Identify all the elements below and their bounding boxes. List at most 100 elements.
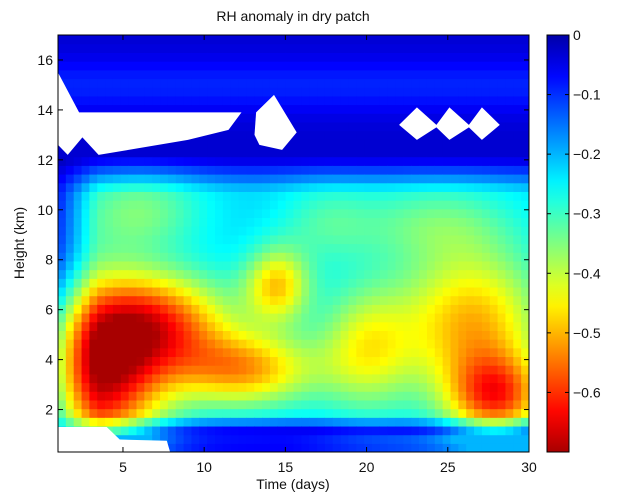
- heatmap-cell: [356, 217, 365, 227]
- heatmap-cell: [340, 425, 350, 436]
- heatmap-cell: [497, 130, 507, 140]
- heatmap-cell: [191, 330, 200, 340]
- heatmap-cell: [152, 399, 161, 410]
- heatmap-cell: [167, 252, 177, 262]
- heatmap-cell: [481, 304, 491, 314]
- heatmap-cell: [395, 104, 404, 114]
- heatmap-cell: [277, 313, 287, 323]
- heatmap-cell: [403, 165, 412, 175]
- heatmap-cell: [419, 425, 428, 436]
- heatmap-cell: [238, 165, 247, 175]
- heatmap-cell: [191, 425, 200, 436]
- heatmap-cell: [411, 174, 420, 184]
- heatmap-cell: [254, 391, 263, 401]
- heatmap-cell: [505, 174, 514, 184]
- heatmap-cell: [505, 87, 514, 97]
- heatmap-cell: [419, 286, 428, 297]
- heatmap-cell: [175, 69, 185, 80]
- heatmap-cell: [254, 434, 263, 444]
- heatmap-cell: [481, 156, 491, 166]
- heatmap-cell: [395, 182, 404, 192]
- heatmap-cell: [301, 365, 310, 375]
- heatmap-cell: [238, 391, 247, 401]
- heatmap-cell: [65, 252, 75, 262]
- heatmap-cell: [513, 313, 522, 323]
- heatmap-cell: [332, 382, 342, 392]
- heatmap-cell: [191, 234, 200, 245]
- heatmap-cell: [434, 286, 444, 297]
- heatmap-cell: [238, 295, 247, 305]
- heatmap-cell: [340, 174, 350, 184]
- heatmap-cell: [387, 347, 397, 358]
- heatmap-cell: [285, 373, 295, 384]
- heatmap-cell: [356, 200, 365, 210]
- heatmap-cell: [521, 208, 529, 219]
- heatmap-cell: [246, 87, 255, 97]
- heatmap-cell: [128, 339, 138, 349]
- heatmap-cell: [395, 147, 404, 158]
- heatmap-cell: [521, 321, 529, 331]
- heatmap-cell: [474, 269, 483, 279]
- heatmap-cell: [348, 52, 357, 62]
- heatmap-cell: [175, 417, 185, 427]
- heatmap-cell: [175, 339, 185, 349]
- heatmap-cell: [481, 321, 491, 331]
- heatmap-cell: [262, 52, 271, 62]
- heatmap-cell: [411, 252, 420, 262]
- heatmap-cell: [167, 139, 177, 149]
- heatmap-cell: [301, 330, 310, 340]
- heatmap-cell: [521, 95, 529, 106]
- heatmap-cell: [105, 408, 114, 418]
- heatmap-cell: [128, 147, 138, 158]
- heatmap-cell: [403, 295, 412, 305]
- heatmap-cell: [403, 339, 412, 349]
- heatmap-cell: [379, 35, 389, 45]
- heatmap-cell: [222, 391, 232, 401]
- heatmap-cell: [175, 399, 185, 410]
- heatmap-cell: [246, 399, 255, 410]
- heatmap-cell: [112, 373, 122, 384]
- heatmap-cell: [395, 226, 404, 236]
- heatmap-cell: [395, 365, 404, 375]
- heatmap-cell: [238, 313, 247, 323]
- heatmap-cell: [112, 399, 122, 410]
- heatmap-cell: [199, 52, 208, 62]
- heatmap-cell: [128, 61, 138, 71]
- heatmap-cell: [230, 234, 240, 245]
- heatmap-cell: [458, 399, 467, 410]
- heatmap-cell: [324, 200, 334, 210]
- heatmap-cell: [474, 43, 483, 53]
- heatmap-cell: [419, 226, 428, 236]
- heatmap-cell: [136, 191, 145, 201]
- heatmap-cell: [269, 165, 279, 175]
- heatmap-cell: [293, 130, 302, 140]
- heatmap-cell: [246, 252, 255, 262]
- heatmap-cell: [450, 417, 459, 427]
- heatmap-cell: [419, 243, 428, 253]
- heatmap-cell: [481, 434, 491, 444]
- heatmap-cell: [191, 191, 200, 201]
- heatmap-cell: [81, 365, 90, 375]
- heatmap-cell: [442, 321, 452, 331]
- heatmap-cell: [434, 130, 444, 140]
- heatmap-cell: [293, 52, 302, 62]
- heatmap-cell: [379, 139, 389, 149]
- heatmap-cell: [238, 425, 247, 436]
- heatmap-cell: [215, 252, 224, 262]
- heatmap-cell: [458, 434, 467, 444]
- heatmap-cell: [136, 69, 145, 80]
- heatmap-cell: [513, 269, 522, 279]
- heatmap-cell: [403, 347, 412, 358]
- heatmap-cell: [89, 269, 98, 279]
- heatmap-cell: [269, 182, 279, 192]
- heatmap-cell: [269, 313, 279, 323]
- heatmap-cell: [442, 217, 452, 227]
- heatmap-cell: [387, 252, 397, 262]
- heatmap-cell: [450, 295, 459, 305]
- heatmap-cell: [474, 200, 483, 210]
- heatmap-cell: [474, 382, 483, 392]
- heatmap-cell: [128, 347, 138, 358]
- heatmap-cell: [309, 330, 318, 340]
- heatmap-cell: [521, 365, 529, 375]
- heatmap-cell: [434, 147, 444, 158]
